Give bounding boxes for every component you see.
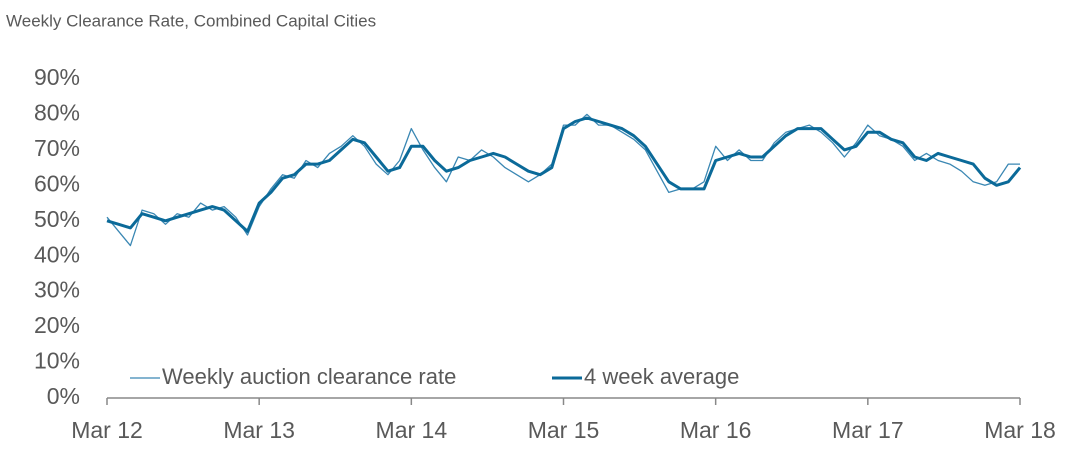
y-tick-label: 70% xyxy=(34,135,80,161)
y-tick-label: 60% xyxy=(34,170,80,196)
x-tick-label: Mar 14 xyxy=(376,417,448,443)
y-tick-label: 10% xyxy=(34,348,80,374)
y-tick-label: 50% xyxy=(34,206,80,232)
x-tick-label: Mar 15 xyxy=(528,417,600,443)
y-tick-label: 0% xyxy=(47,383,80,409)
y-tick-label: 80% xyxy=(34,100,80,126)
x-tick-label: Mar 17 xyxy=(832,417,904,443)
x-tick-label: Mar 18 xyxy=(984,417,1056,443)
series-line xyxy=(106,116,1022,233)
y-tick-label: 40% xyxy=(34,241,80,267)
y-tick-label: 90% xyxy=(34,64,80,90)
x-tick-label: Mar 12 xyxy=(71,417,143,443)
x-tick-label: Mar 13 xyxy=(223,417,295,443)
chart-title: Weekly Clearance Rate, Combined Capital … xyxy=(6,11,376,30)
legend-label: Weekly auction clearance rate xyxy=(162,364,456,389)
y-tick-label: 20% xyxy=(34,312,80,338)
x-tick-label: Mar 16 xyxy=(680,417,752,443)
y-tick-label: 30% xyxy=(34,277,80,303)
legend-label: 4 week average xyxy=(584,364,739,389)
